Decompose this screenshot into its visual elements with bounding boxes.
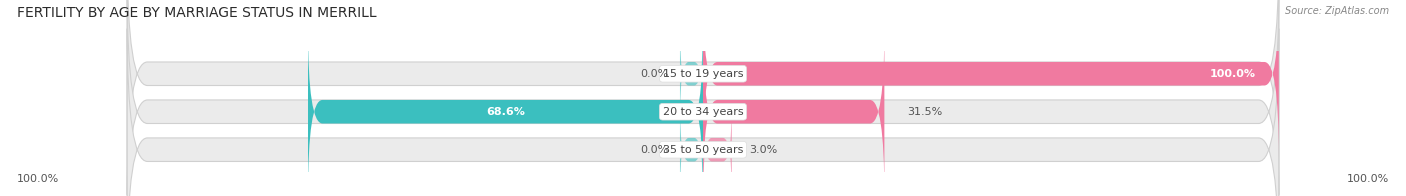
FancyBboxPatch shape (308, 29, 703, 195)
Text: 0.0%: 0.0% (640, 69, 668, 79)
FancyBboxPatch shape (127, 0, 1279, 195)
FancyBboxPatch shape (681, 104, 703, 195)
Text: 100.0%: 100.0% (17, 174, 59, 184)
Text: 100.0%: 100.0% (1209, 69, 1256, 79)
Text: 100.0%: 100.0% (1347, 174, 1389, 184)
Text: FERTILITY BY AGE BY MARRIAGE STATUS IN MERRILL: FERTILITY BY AGE BY MARRIAGE STATUS IN M… (17, 6, 377, 20)
FancyBboxPatch shape (703, 0, 1279, 157)
Text: 68.6%: 68.6% (486, 107, 524, 117)
FancyBboxPatch shape (681, 29, 703, 119)
Text: 31.5%: 31.5% (907, 107, 942, 117)
Text: 0.0%: 0.0% (640, 145, 668, 155)
Text: 3.0%: 3.0% (749, 145, 778, 155)
FancyBboxPatch shape (703, 29, 884, 195)
FancyBboxPatch shape (127, 0, 1279, 196)
Text: 35 to 50 years: 35 to 50 years (662, 145, 744, 155)
FancyBboxPatch shape (127, 29, 1279, 196)
Text: 15 to 19 years: 15 to 19 years (662, 69, 744, 79)
Text: Source: ZipAtlas.com: Source: ZipAtlas.com (1285, 6, 1389, 16)
FancyBboxPatch shape (703, 104, 731, 195)
Text: 20 to 34 years: 20 to 34 years (662, 107, 744, 117)
